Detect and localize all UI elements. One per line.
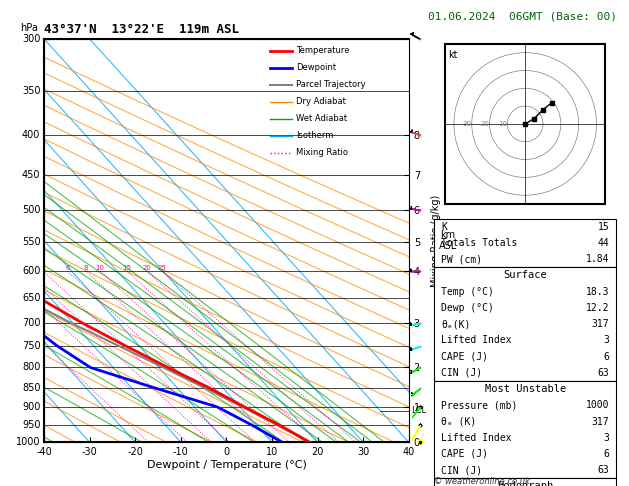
Text: 350: 350: [22, 86, 40, 96]
Text: Lifted Index: Lifted Index: [442, 433, 512, 443]
Text: 500: 500: [22, 205, 40, 215]
Y-axis label: km
ASL: km ASL: [438, 230, 457, 251]
Text: 30: 30: [463, 121, 472, 127]
Text: 15: 15: [598, 222, 609, 232]
Text: kt: kt: [448, 50, 458, 60]
Text: 20: 20: [142, 265, 151, 271]
Bar: [434, 219, 616, 267]
Text: 1.84: 1.84: [586, 254, 609, 264]
Bar: [434, 478, 616, 486]
Text: 12.2: 12.2: [586, 303, 609, 313]
Bar: [434, 267, 616, 381]
Text: 25: 25: [158, 265, 167, 271]
Text: 400: 400: [22, 130, 40, 140]
Text: 63: 63: [598, 368, 609, 378]
Text: 15: 15: [123, 265, 131, 271]
Text: 850: 850: [22, 383, 40, 393]
Text: Isotherm: Isotherm: [296, 131, 333, 140]
Text: 900: 900: [22, 402, 40, 412]
Text: Totals Totals: Totals Totals: [442, 238, 518, 248]
Text: CAPE (J): CAPE (J): [442, 449, 488, 459]
Text: hPa: hPa: [21, 23, 38, 33]
Text: Mixing Ratio: Mixing Ratio: [296, 148, 348, 157]
Text: 6: 6: [603, 352, 609, 362]
Text: 10: 10: [96, 265, 104, 271]
Text: 650: 650: [22, 293, 40, 303]
Text: Temperature: Temperature: [296, 47, 349, 55]
Text: 3: 3: [603, 335, 609, 346]
Text: 44: 44: [598, 238, 609, 248]
Text: CIN (J): CIN (J): [442, 368, 482, 378]
Text: 3: 3: [603, 433, 609, 443]
Text: 63: 63: [598, 465, 609, 475]
Text: PW (cm): PW (cm): [442, 254, 482, 264]
Text: K: K: [442, 222, 447, 232]
Text: 800: 800: [22, 363, 40, 372]
Text: 700: 700: [22, 318, 40, 328]
Text: Most Unstable: Most Unstable: [484, 384, 566, 394]
Text: θₑ(K): θₑ(K): [442, 319, 470, 329]
Text: θₑ (K): θₑ (K): [442, 417, 477, 427]
Text: CAPE (J): CAPE (J): [442, 352, 488, 362]
Text: 317: 317: [591, 417, 609, 427]
Text: 450: 450: [22, 170, 40, 180]
Text: Wet Adiabat: Wet Adiabat: [296, 114, 347, 123]
Text: Hodograph: Hodograph: [497, 482, 554, 486]
Text: Dewpoint: Dewpoint: [296, 64, 336, 72]
Text: 10: 10: [498, 121, 508, 127]
Text: Temp (°C): Temp (°C): [442, 287, 494, 297]
Text: 1000: 1000: [586, 400, 609, 410]
Text: Parcel Trajectory: Parcel Trajectory: [296, 80, 365, 89]
Text: 6: 6: [603, 449, 609, 459]
Text: 8: 8: [84, 265, 88, 271]
Text: © weatheronline.co.uk: © weatheronline.co.uk: [434, 477, 530, 486]
Text: 550: 550: [22, 237, 40, 247]
Text: LCL: LCL: [411, 406, 426, 415]
Text: Dry Adiabat: Dry Adiabat: [296, 97, 345, 106]
Bar: [434, 381, 616, 478]
Text: 18.3: 18.3: [586, 287, 609, 297]
Text: 20: 20: [481, 121, 489, 127]
Text: 750: 750: [22, 341, 40, 351]
X-axis label: Dewpoint / Temperature (°C): Dewpoint / Temperature (°C): [147, 460, 306, 470]
Text: 01.06.2024  06GMT (Base: 00): 01.06.2024 06GMT (Base: 00): [428, 12, 616, 21]
Text: Surface: Surface: [503, 271, 547, 280]
Text: 600: 600: [22, 266, 40, 276]
Text: 1000: 1000: [16, 437, 40, 447]
Text: 950: 950: [22, 420, 40, 430]
Text: 317: 317: [591, 319, 609, 329]
Text: Pressure (mb): Pressure (mb): [442, 400, 518, 410]
Text: 300: 300: [22, 34, 40, 44]
Text: 6: 6: [65, 265, 70, 271]
Text: Dewp (°C): Dewp (°C): [442, 303, 494, 313]
Text: Lifted Index: Lifted Index: [442, 335, 512, 346]
Text: 43°37'N  13°22'E  119m ASL: 43°37'N 13°22'E 119m ASL: [44, 23, 239, 36]
Text: Mixing Ratio (g/kg): Mixing Ratio (g/kg): [431, 194, 441, 287]
Text: CIN (J): CIN (J): [442, 465, 482, 475]
